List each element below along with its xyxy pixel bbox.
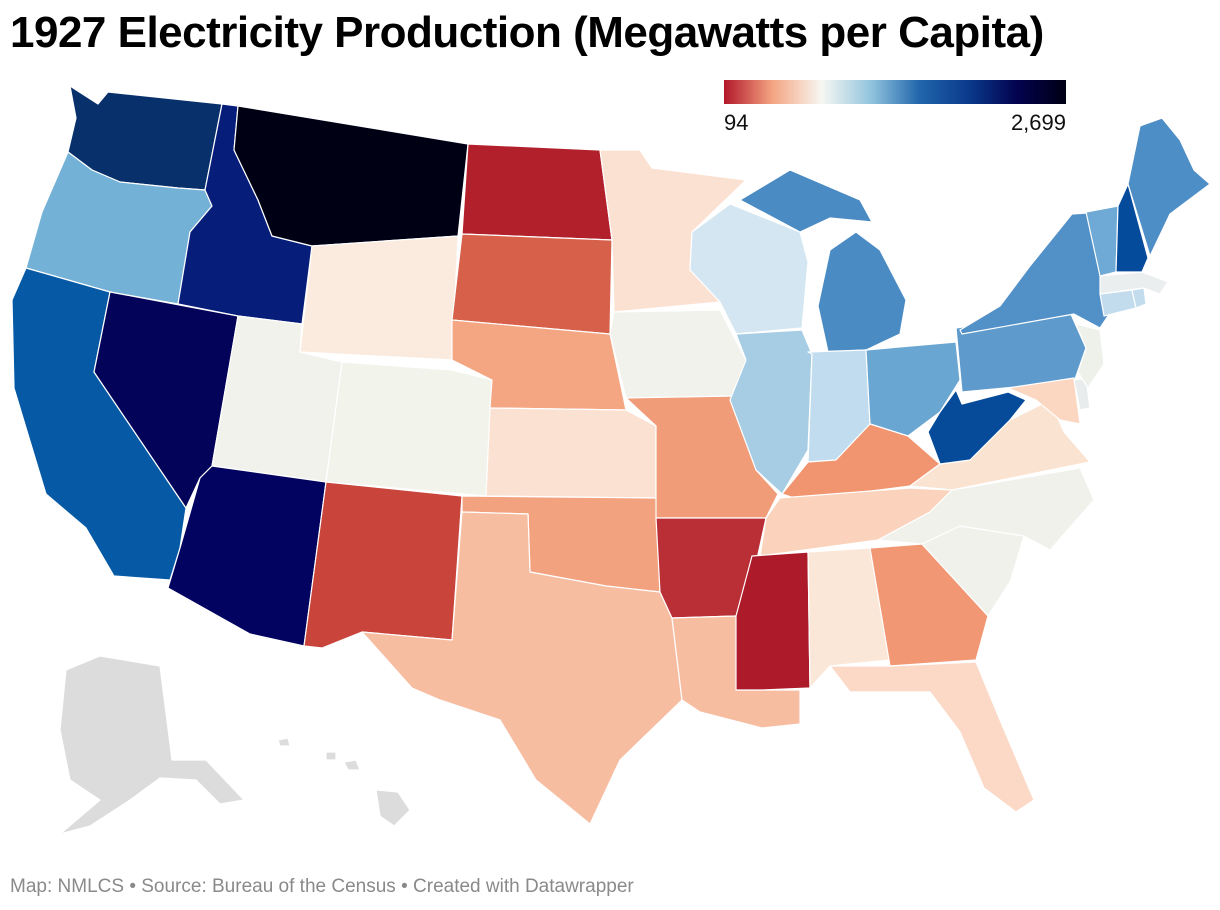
footer-separator: • — [129, 876, 136, 897]
state-WY[interactable] — [299, 235, 459, 361]
state-NY[interactable] — [959, 211, 1113, 335]
map-title: 1927 Electricity Production (Megawatts p… — [10, 8, 1044, 57]
state-IA[interactable] — [609, 309, 747, 399]
state-ND[interactable] — [461, 143, 613, 241]
state-HI-islands — [277, 737, 361, 771]
created-credit: Created with Datawrapper — [413, 876, 634, 897]
state-CT[interactable] — [1099, 289, 1137, 317]
state-MS[interactable] — [735, 551, 811, 691]
legend-max-label: 2,699 — [1010, 110, 1066, 135]
state-NC[interactable] — [877, 467, 1095, 551]
state-MI-upper[interactable] — [739, 169, 873, 233]
state-TX[interactable] — [361, 511, 683, 825]
legend-min-label: 94 — [724, 110, 749, 135]
state-MI[interactable] — [817, 231, 907, 353]
state-GA[interactable] — [869, 543, 989, 667]
state-KS[interactable] — [485, 407, 657, 499]
state-NJ[interactable] — [1075, 323, 1105, 389]
state-FL[interactable] — [829, 661, 1035, 813]
state-AL[interactable] — [807, 547, 891, 689]
map-credit: Map: NMLCS — [10, 876, 125, 897]
state-CO[interactable] — [325, 361, 493, 497]
legend-gradient-bar — [724, 80, 1066, 104]
footer-credits: Map: NMLCS • Source: Bureau of the Censu… — [10, 876, 634, 898]
state-NH[interactable] — [1115, 183, 1149, 273]
us-states-map — [11, 85, 1211, 835]
state-MT[interactable] — [233, 105, 469, 247]
state-WV[interactable] — [927, 389, 1027, 465]
source-credit: Source: Bureau of the Census — [141, 876, 396, 897]
state-MD[interactable] — [1007, 377, 1081, 425]
state-HI[interactable] — [375, 789, 411, 827]
footer-separator: • — [401, 876, 408, 897]
state-WI[interactable] — [689, 203, 809, 335]
state-SD[interactable] — [451, 233, 613, 335]
state-ME[interactable] — [1127, 117, 1211, 257]
state-NM[interactable] — [303, 481, 463, 649]
state-AK[interactable] — [59, 655, 245, 835]
color-legend: 94 2,699 — [724, 80, 1066, 135]
